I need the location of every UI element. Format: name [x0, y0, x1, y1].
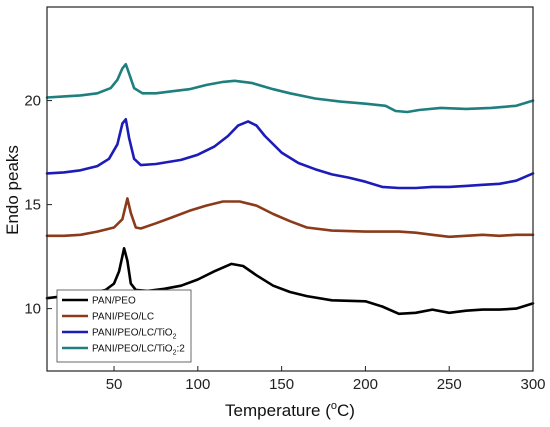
x-axis-title-unit: C) — [337, 401, 355, 420]
x-tick-label: 300 — [520, 376, 545, 393]
y-axis-title: Endo peaks — [3, 145, 22, 235]
series-line-2 — [45, 197, 535, 239]
x-axis-title: Temperature (oC) — [225, 400, 355, 420]
x-tick-label: 50 — [106, 376, 123, 393]
series-line-3 — [45, 118, 535, 190]
legend-label-4: PANI/PEO/LC/TiO2:2 — [92, 344, 185, 357]
x-axis-title-main: Temperature ( — [225, 401, 331, 420]
x-tick-label: 150 — [269, 376, 294, 393]
ticks-layer: 50 100 150 200 250 300 10 15 20 — [24, 93, 545, 393]
plot-frame — [46, 6, 534, 372]
legend-items: PAN/PEO PANI/PEO/LC PANI/PEO/LC/TiO2 PANI/P… — [62, 296, 185, 357]
y-tick-label: 10 — [24, 301, 41, 318]
y-tick-label: 20 — [24, 93, 41, 110]
legend-label-1: PAN/PEO — [92, 296, 136, 307]
x-tick-label: 250 — [437, 376, 462, 393]
y-tick-label: 15 — [24, 197, 41, 214]
legend-label-2: PANI/PEO/LC — [92, 312, 154, 323]
series-line-4 — [45, 62, 535, 114]
x-tick-label: 200 — [353, 376, 378, 393]
x-axis-title-degree: o — [331, 400, 337, 412]
legend-label-3: PANI/PEO/LC/TiO2 — [92, 328, 177, 341]
legend-box — [56, 289, 192, 363]
legend: PAN/PEO PANI/PEO/LC PANI/PEO/LC/TiO2 PANI/P… — [56, 289, 192, 363]
x-tick-label: 100 — [185, 376, 210, 393]
